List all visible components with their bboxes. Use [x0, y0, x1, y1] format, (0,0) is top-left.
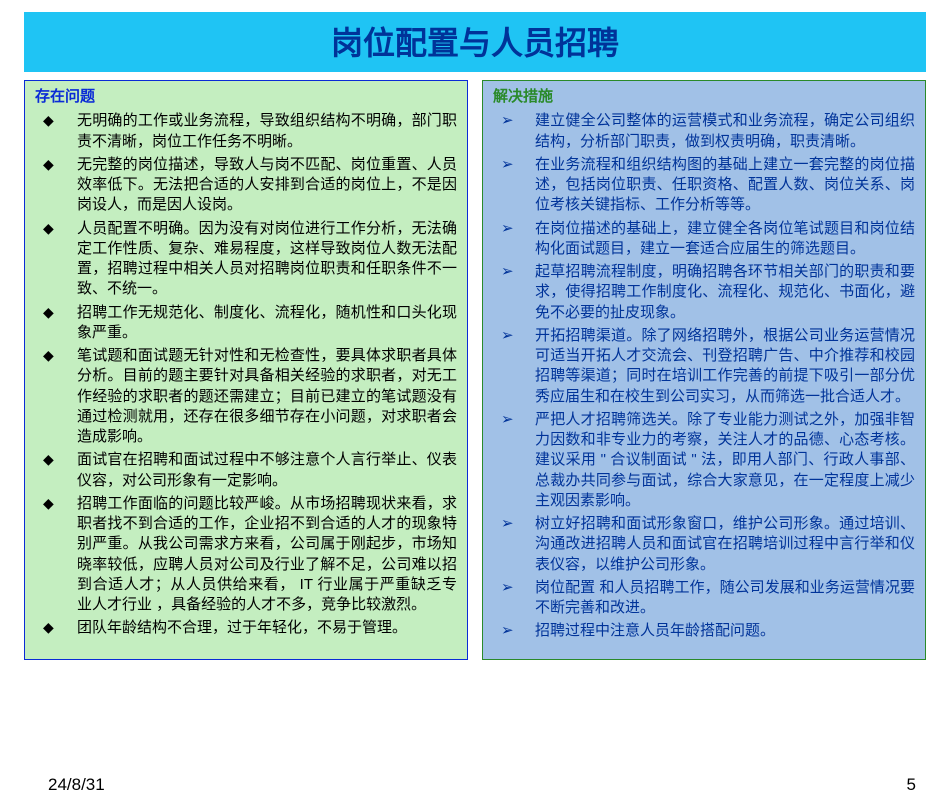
solutions-item: 招聘过程中注意人员年龄搭配问题。: [493, 621, 915, 641]
slide: 岗位配置与人员招聘 存在问题 无明确的工作或业务流程，导致组织结构不明确，部门职…: [0, 0, 950, 809]
problems-list: 无明确的工作或业务流程，导致组织结构不明确，部门职责不清晰，岗位工作任务不明晰。…: [35, 111, 457, 638]
columns: 存在问题 无明确的工作或业务流程，导致组织结构不明确，部门职责不清晰，岗位工作任…: [24, 80, 926, 660]
problems-item: 团队年龄结构不合理，过于年轻化，不易于管理。: [35, 618, 457, 638]
problems-heading: 存在问题: [35, 87, 457, 107]
problems-item: 面试官在招聘和面试过程中不够注意个人言行举止、仪表仪容，对公司形象有一定影响。: [35, 450, 457, 491]
solutions-item: 岗位配置 和人员招聘工作，随公司发展和业务运营情况要不断完善和改进。: [493, 578, 915, 619]
solutions-item: 在岗位描述的基础上，建立健全各岗位笔试题目和岗位结构化面试题目，建立一套适合应届…: [493, 219, 915, 260]
solutions-item: 开拓招聘渠道。除了网络招聘外，根据公司业务运营情况可适当开拓人才交流会、刊登招聘…: [493, 326, 915, 407]
problems-item: 人员配置不明确。因为没有对岗位进行工作分析，无法确定工作性质、复杂、难易程度，这…: [35, 219, 457, 300]
problems-panel: 存在问题 无明确的工作或业务流程，导致组织结构不明确，部门职责不清晰，岗位工作任…: [24, 80, 468, 660]
solutions-item: 树立好招聘和面试形象窗口，维护公司形象。通过培训、沟通改进招聘人员和面试官在招聘…: [493, 514, 915, 575]
problems-item: 笔试题和面试题无针对性和无检查性，要具体求职者具体分析。目前的题主要针对具备相关…: [35, 346, 457, 447]
solutions-item: 在业务流程和组织结构图的基础上建立一套完整的岗位描述，包括岗位职责、任职资格、配…: [493, 155, 915, 216]
slide-title: 岗位配置与人员招聘: [24, 12, 926, 72]
solutions-heading: 解决措施: [493, 87, 915, 107]
footer-page-number: 5: [907, 775, 916, 795]
slide-footer: 24/8/31 5: [48, 775, 916, 795]
solutions-item: 建立健全公司整体的运营模式和业务流程，确定公司组织结构，分析部门职责，做到权责明…: [493, 111, 915, 152]
solutions-panel: 解决措施 建立健全公司整体的运营模式和业务流程，确定公司组织结构，分析部门职责，…: [482, 80, 926, 660]
solutions-list: 建立健全公司整体的运营模式和业务流程，确定公司组织结构，分析部门职责，做到权责明…: [493, 111, 915, 641]
footer-date: 24/8/31: [48, 775, 105, 795]
problems-item: 招聘工作无规范化、制度化、流程化，随机性和口头化现象严重。: [35, 303, 457, 344]
problems-item: 无明确的工作或业务流程，导致组织结构不明确，部门职责不清晰，岗位工作任务不明晰。: [35, 111, 457, 152]
solutions-item: 起草招聘流程制度，明确招聘各环节相关部门的职责和要求，使得招聘工作制度化、流程化…: [493, 262, 915, 323]
solutions-item: 严把人才招聘筛选关。除了专业能力测试之外，加强非智力因数和非专业力的考察，关注人…: [493, 410, 915, 511]
problems-item: 无完整的岗位描述，导致人与岗不匹配、岗位重置、人员效率低下。无法把合适的人安排到…: [35, 155, 457, 216]
problems-item: 招聘工作面临的问题比较严峻。从市场招聘现状来看，求职者找不到合适的工作，企业招不…: [35, 494, 457, 616]
